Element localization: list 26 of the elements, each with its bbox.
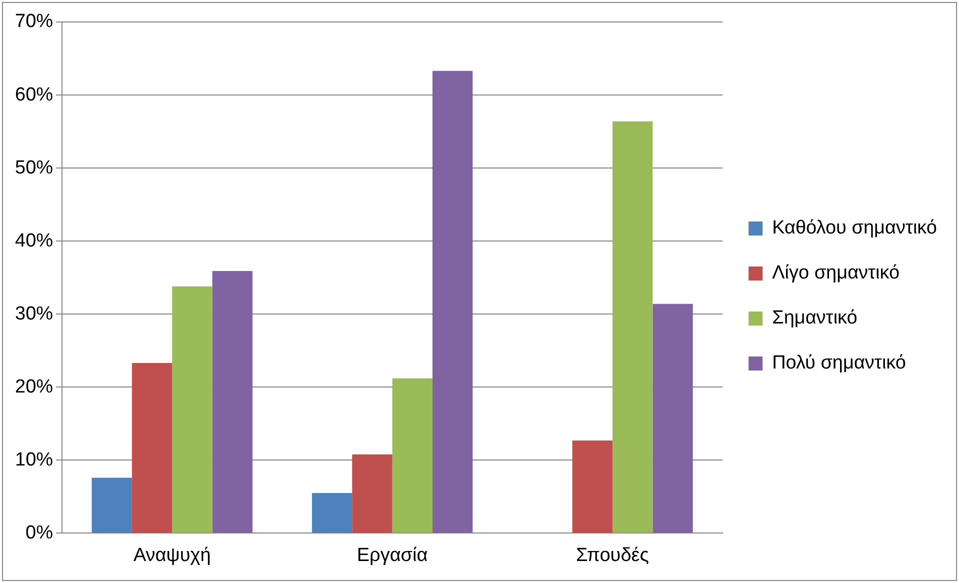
bar [572,440,612,533]
bar [172,286,212,533]
y-tick-label: 20% [14,376,54,398]
bar [612,121,653,533]
bar [432,70,473,533]
bar [392,378,432,533]
bar [652,304,693,533]
y-tick-label: 70% [14,11,54,32]
legend-label: Καθόλου σημαντικό [772,218,938,239]
y-tick-label: 40% [14,230,54,252]
y-tick-label: 30% [14,303,54,324]
bar [132,363,172,533]
legend-label: Σημαντικό [772,308,858,329]
legend-label: Πολύ σημαντικό [772,352,906,374]
bar [352,454,392,533]
x-tick-label: Αναψυχή [133,544,211,566]
bar [312,493,352,533]
bar [92,478,132,533]
y-tick-label: 10% [14,449,54,470]
y-tick-label: 50% [14,157,54,178]
bar [212,271,252,533]
x-tick-label: Εργασία [356,544,428,566]
y-tick-label: 60% [14,84,54,106]
y-tick-label: 0% [26,522,54,544]
legend-label: Λίγο σημαντικό [772,262,900,284]
x-tick-label: Σπουδές [576,544,649,566]
